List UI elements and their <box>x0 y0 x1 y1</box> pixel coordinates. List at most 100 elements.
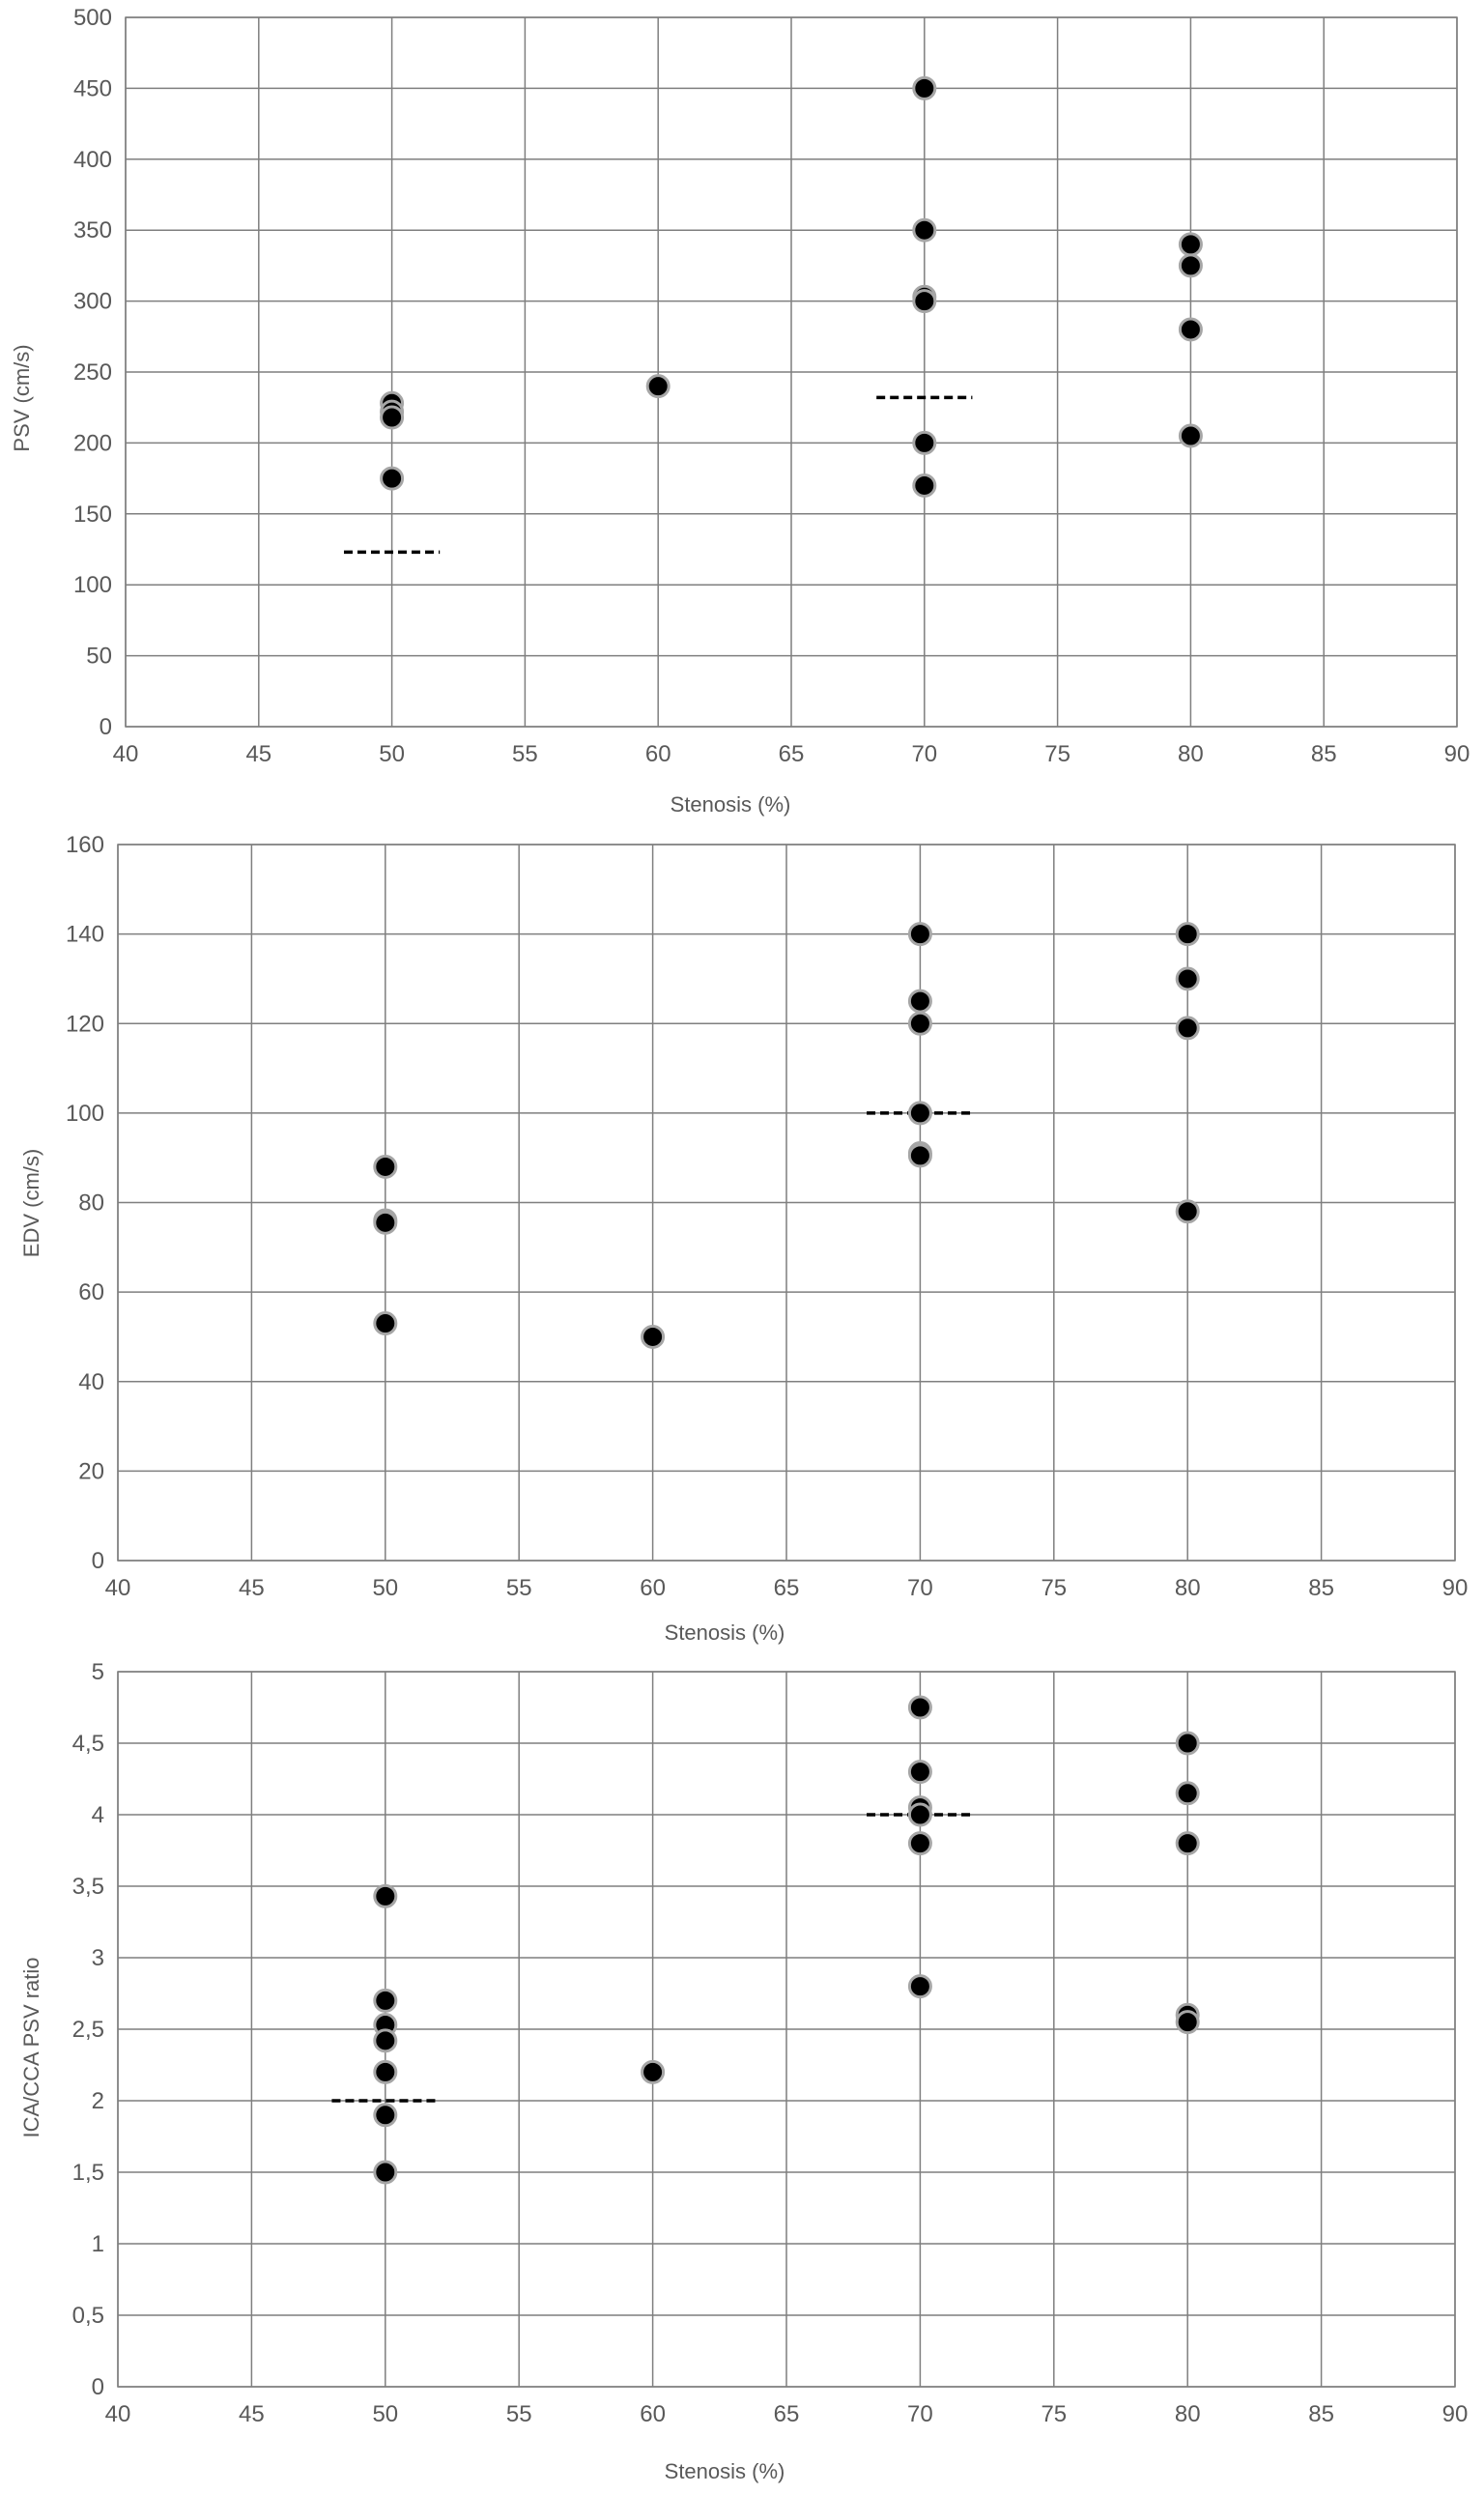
edv-x-tick-label: 55 <box>506 1575 532 1601</box>
edv-x-tick-label: 65 <box>774 1575 800 1601</box>
edv-data-point <box>1175 966 1200 991</box>
psv-data-point <box>912 430 937 455</box>
edv-x-axis-title: Stenosis (%) <box>665 1620 785 1645</box>
psv-threshold-lines <box>343 395 973 555</box>
edv-y-tick-label: 80 <box>78 1190 104 1217</box>
ratio-y-tick-label: 0 <box>92 2374 104 2400</box>
psv-y-tick-label: 300 <box>73 289 112 315</box>
ratio-data-point <box>907 1802 932 1827</box>
ratio-x-tick-label: 75 <box>1041 2401 1067 2427</box>
ratio-y-tick-label: 1,5 <box>72 2160 104 2186</box>
ratio-gridlines <box>117 1671 1456 2388</box>
ratio-data-point <box>373 2103 398 2128</box>
edv-data-point <box>373 1154 398 1179</box>
psv-data-point <box>912 289 937 314</box>
ratio-y-tick-label: 0,5 <box>72 2303 104 2329</box>
psv-x-tick-label: 75 <box>1044 741 1070 767</box>
ratio-x-tick-label: 40 <box>105 2401 131 2427</box>
ratio-data-point <box>1175 2010 1200 2035</box>
psv-x-tick-label: 70 <box>911 741 937 767</box>
ratio-y-tick-labels: 0 0,5 1 1,5 2 2,5 3 3,5 4 4,5 5 <box>72 1659 104 2400</box>
psv-y-tick-label: 400 <box>73 147 112 173</box>
psv-data-point <box>912 75 937 100</box>
psv-y-tick-label: 50 <box>86 644 112 670</box>
edv-y-tick-label: 140 <box>66 922 104 948</box>
edv-y-tick-label: 20 <box>78 1458 104 1484</box>
ratio-data-points <box>373 1695 1200 2185</box>
edv-x-tick-label: 45 <box>239 1575 265 1601</box>
ratio-data-point <box>373 2059 398 2084</box>
psv-data-points <box>380 75 1203 498</box>
ratio-y-tick-label: 4 <box>92 1802 104 1828</box>
ratio-data-point <box>373 2160 398 2185</box>
edv-x-tick-label: 80 <box>1175 1575 1201 1601</box>
ratio-y-tick-label: 2 <box>92 2088 104 2114</box>
edv-data-points <box>373 922 1200 1349</box>
ratio-y-tick-label: 4,5 <box>72 1731 104 1757</box>
psv-y-tick-label: 0 <box>100 714 112 740</box>
ratio-data-point <box>373 2028 398 2053</box>
psv-y-tick-label: 350 <box>73 217 112 244</box>
ratio-x-tick-label: 60 <box>640 2401 666 2427</box>
psv-y-tick-label: 150 <box>73 502 112 528</box>
edv-chart: 40 45 50 55 60 65 70 75 80 85 90 0 20 40 60 80 100 120 14… <box>19 832 1468 1645</box>
edv-data-point <box>641 1324 666 1349</box>
edv-data-point <box>907 1011 932 1036</box>
psv-data-point <box>1178 423 1203 448</box>
edv-y-tick-label: 100 <box>66 1101 104 1127</box>
psv-y-tick-label: 100 <box>73 572 112 598</box>
psv-x-tick-label: 55 <box>512 741 538 767</box>
ratio-x-tick-labels: 40 45 50 55 60 65 70 75 80 85 90 <box>105 2401 1469 2427</box>
psv-chart: 40 45 50 55 60 65 70 75 80 85 90 0 50 100 150 200 250 30… <box>10 5 1470 817</box>
edv-data-point <box>373 1210 398 1235</box>
ratio-x-tick-label: 70 <box>907 2401 933 2427</box>
ratio-data-point <box>907 1695 932 1720</box>
psv-x-axis-title: Stenosis (%) <box>671 792 791 817</box>
psv-data-point <box>1178 232 1203 257</box>
edv-y-axis-title: EDV (cm/s) <box>19 1149 43 1257</box>
ratio-data-point <box>907 1831 932 1856</box>
ratio-x-tick-label: 85 <box>1308 2401 1334 2427</box>
edv-data-point <box>373 1311 398 1336</box>
edv-data-point <box>907 989 932 1014</box>
edv-x-tick-labels: 40 45 50 55 60 65 70 75 80 85 90 <box>105 1575 1469 1601</box>
edv-x-tick-label: 85 <box>1308 1575 1334 1601</box>
psv-data-point <box>645 374 671 399</box>
ratio-y-tick-label: 2,5 <box>72 2017 104 2043</box>
ratio-data-point <box>373 1883 398 1908</box>
ratio-data-point <box>641 2059 666 2084</box>
psv-data-point <box>380 405 405 430</box>
ratio-x-tick-label: 65 <box>774 2401 800 2427</box>
ratio-x-tick-label: 55 <box>506 2401 532 2427</box>
ratio-y-tick-label: 1 <box>92 2231 104 2257</box>
psv-y-axis-title: PSV (cm/s) <box>10 344 34 451</box>
edv-y-tick-label: 120 <box>66 1011 104 1037</box>
edv-x-tick-label: 60 <box>640 1575 666 1601</box>
edv-y-tick-label: 160 <box>66 832 104 858</box>
edv-x-tick-label: 50 <box>372 1575 398 1601</box>
psv-data-point <box>912 473 937 498</box>
ratio-x-tick-label: 90 <box>1442 2401 1469 2427</box>
edv-x-tick-label: 90 <box>1442 1575 1469 1601</box>
psv-x-tick-label: 50 <box>379 741 405 767</box>
ratio-x-tick-label: 45 <box>239 2401 265 2427</box>
edv-data-point <box>907 1101 932 1126</box>
edv-data-point <box>907 1143 932 1168</box>
psv-gridlines <box>125 16 1458 728</box>
psv-y-tick-label: 250 <box>73 359 112 386</box>
ratio-data-point <box>373 1988 398 2013</box>
edv-x-tick-label: 70 <box>907 1575 933 1601</box>
edv-y-tick-label: 60 <box>78 1279 104 1305</box>
ratio-x-tick-label: 80 <box>1175 2401 1201 2427</box>
edv-gridlines <box>117 844 1456 1562</box>
psv-data-point <box>912 217 937 243</box>
ratio-threshold-lines <box>331 1813 974 2103</box>
ratio-data-point <box>907 1760 932 1785</box>
ratio-data-point <box>1175 1831 1200 1856</box>
psv-y-tick-labels: 0 50 100 150 200 250 300 350 400 450 500 <box>73 5 112 740</box>
psv-x-tick-label: 45 <box>245 741 271 767</box>
edv-data-point <box>1175 922 1200 947</box>
psv-x-tick-label: 60 <box>645 741 671 767</box>
